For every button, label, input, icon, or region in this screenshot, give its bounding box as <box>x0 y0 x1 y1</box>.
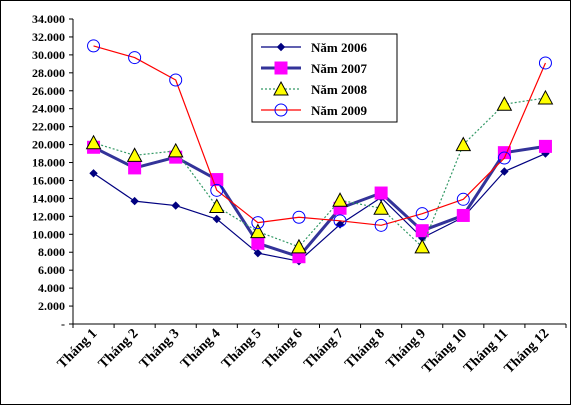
x-tick-label: Tháng 6 <box>260 326 306 372</box>
y-tick-label: 2.000 <box>38 299 65 313</box>
data-point <box>208 198 225 213</box>
legend-marker <box>273 80 289 96</box>
y-tick-label: 34.000 <box>32 12 65 26</box>
data-point <box>291 238 307 254</box>
data-point <box>456 192 470 206</box>
data-point <box>333 214 347 228</box>
data-point <box>415 207 429 221</box>
data-point <box>169 73 183 87</box>
data-point <box>212 214 221 224</box>
data-point <box>455 136 472 152</box>
x-tick-label: Tháng 10 <box>420 326 471 377</box>
data-point <box>128 51 142 65</box>
y-tick-label: 18.000 <box>32 156 65 170</box>
legend-marker <box>276 42 286 52</box>
series-4 <box>87 39 552 232</box>
y-tick-label: 20.000 <box>32 138 65 152</box>
legend: Năm 2006 Năm 2007 Năm 2008 Năm 2009 <box>251 33 398 123</box>
data-point <box>537 89 554 105</box>
series-3 <box>85 89 554 254</box>
legend-marker <box>274 61 288 75</box>
y-tick-label: 4.000 <box>38 281 65 295</box>
y-tick-label: 32.000 <box>32 30 65 44</box>
data-point <box>251 236 265 250</box>
data-point <box>167 142 184 158</box>
data-point <box>130 196 139 206</box>
x-tick-label: Tháng 2 <box>96 326 142 372</box>
data-point <box>497 151 511 165</box>
data-point <box>456 208 470 222</box>
x-tick-label: Tháng 8 <box>342 326 388 372</box>
y-tick-label: 30.000 <box>32 48 65 62</box>
data-point <box>251 216 265 230</box>
y-tick-label: 28.000 <box>32 66 65 80</box>
data-point <box>171 201 180 210</box>
y-tick-label: 22.000 <box>32 120 65 134</box>
y-tick-label: 12.000 <box>32 209 65 223</box>
data-point <box>126 147 143 162</box>
y-tick-label: 6.000 <box>38 263 65 277</box>
series-line <box>93 153 546 262</box>
x-tick-label: Tháng 12 <box>502 326 553 377</box>
data-point <box>496 96 513 111</box>
data-point <box>374 186 388 200</box>
data-point <box>292 210 306 224</box>
legend-label: Năm 2008 <box>311 82 367 97</box>
y-tick-label: 14.000 <box>32 191 65 205</box>
legend-label: Năm 2009 <box>311 103 367 118</box>
series-line <box>93 45 547 226</box>
y-tick-label: - <box>61 317 65 331</box>
legend-label: Năm 2006 <box>311 40 367 55</box>
data-point <box>538 139 552 153</box>
x-tick-label: Tháng 7 <box>301 326 347 372</box>
data-point <box>373 200 389 215</box>
data-point <box>87 39 101 53</box>
y-tick-label: 16.000 <box>32 173 65 187</box>
data-point <box>415 224 429 238</box>
y-tick-label: 8.000 <box>38 245 65 259</box>
series-line <box>92 144 546 259</box>
data-point <box>500 167 509 176</box>
series-group <box>85 39 554 266</box>
y-tick-label: 10.000 <box>32 227 65 241</box>
data-point <box>89 169 98 178</box>
y-axis-ticks: - 2.000 4.000 6.000 8.000 10.000 12.000 14.000 1… <box>32 12 73 331</box>
series-1 <box>89 149 550 266</box>
x-tick-label: Tháng 1 <box>55 326 101 372</box>
data-point <box>332 192 348 207</box>
y-tick-label: 24.000 <box>32 102 65 116</box>
legend-marker <box>274 103 288 117</box>
data-point <box>414 238 431 254</box>
data-point <box>374 218 388 232</box>
x-tick-label: Tháng 4 <box>178 326 224 372</box>
data-point <box>210 183 224 197</box>
data-point <box>250 223 266 239</box>
series-2 <box>87 139 552 264</box>
y-tick-label: 26.000 <box>32 84 65 98</box>
x-tick-label: Tháng 5 <box>219 326 265 372</box>
legend-label: Năm 2007 <box>311 61 367 76</box>
series-line <box>93 97 546 248</box>
data-point <box>128 161 142 175</box>
data-point <box>538 56 552 70</box>
data-point <box>85 134 102 150</box>
x-tick-label: Tháng 3 <box>137 326 183 372</box>
data-point <box>253 248 263 258</box>
